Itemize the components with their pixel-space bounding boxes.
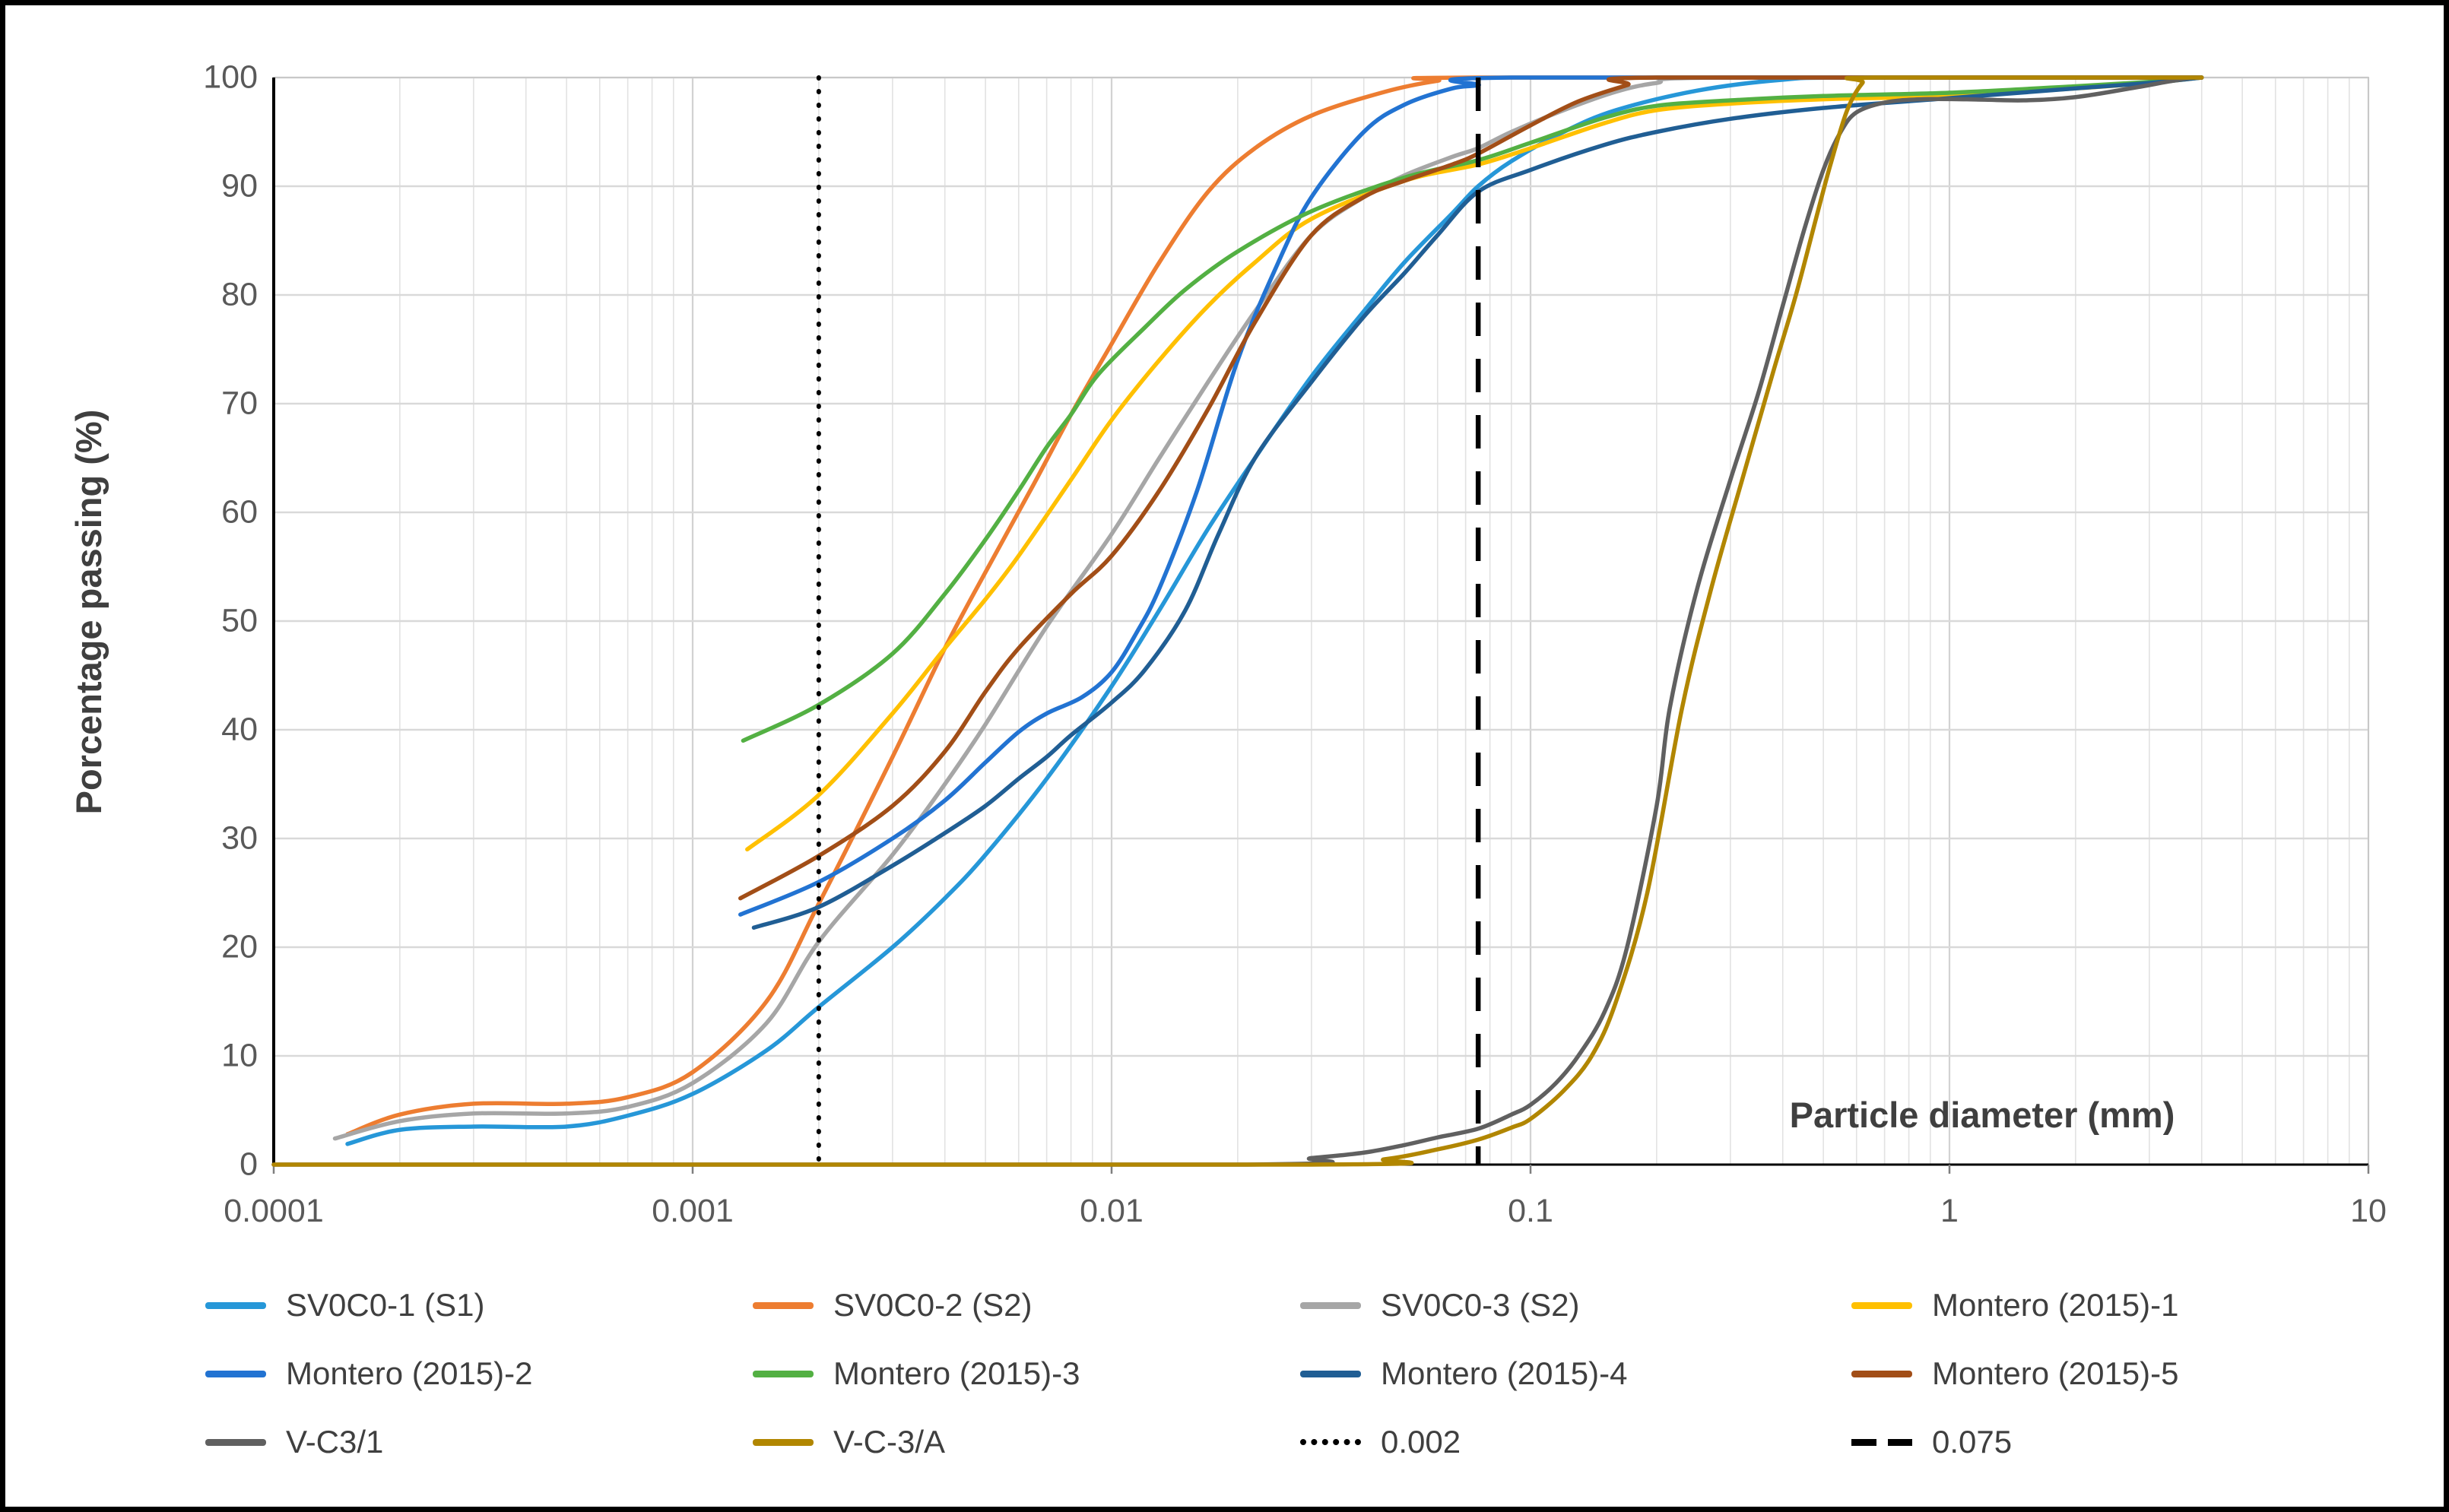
- y-tick-label: 70: [221, 385, 258, 422]
- y-tick-label: 30: [221, 819, 258, 857]
- series-line: [745, 75, 2204, 852]
- y-tick-label: 0: [240, 1146, 258, 1183]
- x-tick-label: 0.1: [1508, 1193, 1553, 1229]
- y-tick-label: 10: [221, 1037, 258, 1074]
- series-line: [741, 75, 2204, 743]
- y-tick-label: 90: [221, 167, 258, 204]
- y-tick-label: 60: [221, 493, 258, 531]
- y-tick-label: 20: [221, 928, 258, 965]
- series-line: [345, 75, 2204, 1146]
- series-line: [738, 75, 2204, 901]
- y-tick-label: 100: [203, 59, 258, 96]
- series-line: [332, 75, 2204, 1141]
- y-tick-label: 40: [221, 711, 258, 748]
- series-line: [345, 75, 2204, 1136]
- x-tick-label: 0.01: [1080, 1193, 1144, 1229]
- plot-area: [271, 75, 2370, 1174]
- x-tick-label: 1: [1940, 1193, 1959, 1229]
- series-line: [271, 75, 2204, 1167]
- x-tick-label: 0.0001: [224, 1193, 324, 1229]
- series-line: [271, 75, 2204, 1167]
- y-axis-title: Porcentage passing (%): [68, 409, 109, 815]
- y-tick-label: 80: [221, 276, 258, 313]
- y-tick-label: 50: [221, 602, 258, 639]
- x-tick-label: 0.001: [652, 1193, 734, 1229]
- series-line: [751, 75, 2204, 930]
- series-line: [738, 75, 2204, 917]
- x-tick-label: 10: [2350, 1193, 2387, 1229]
- x-axis-title: Particle diameter (mm): [1789, 1095, 2175, 1135]
